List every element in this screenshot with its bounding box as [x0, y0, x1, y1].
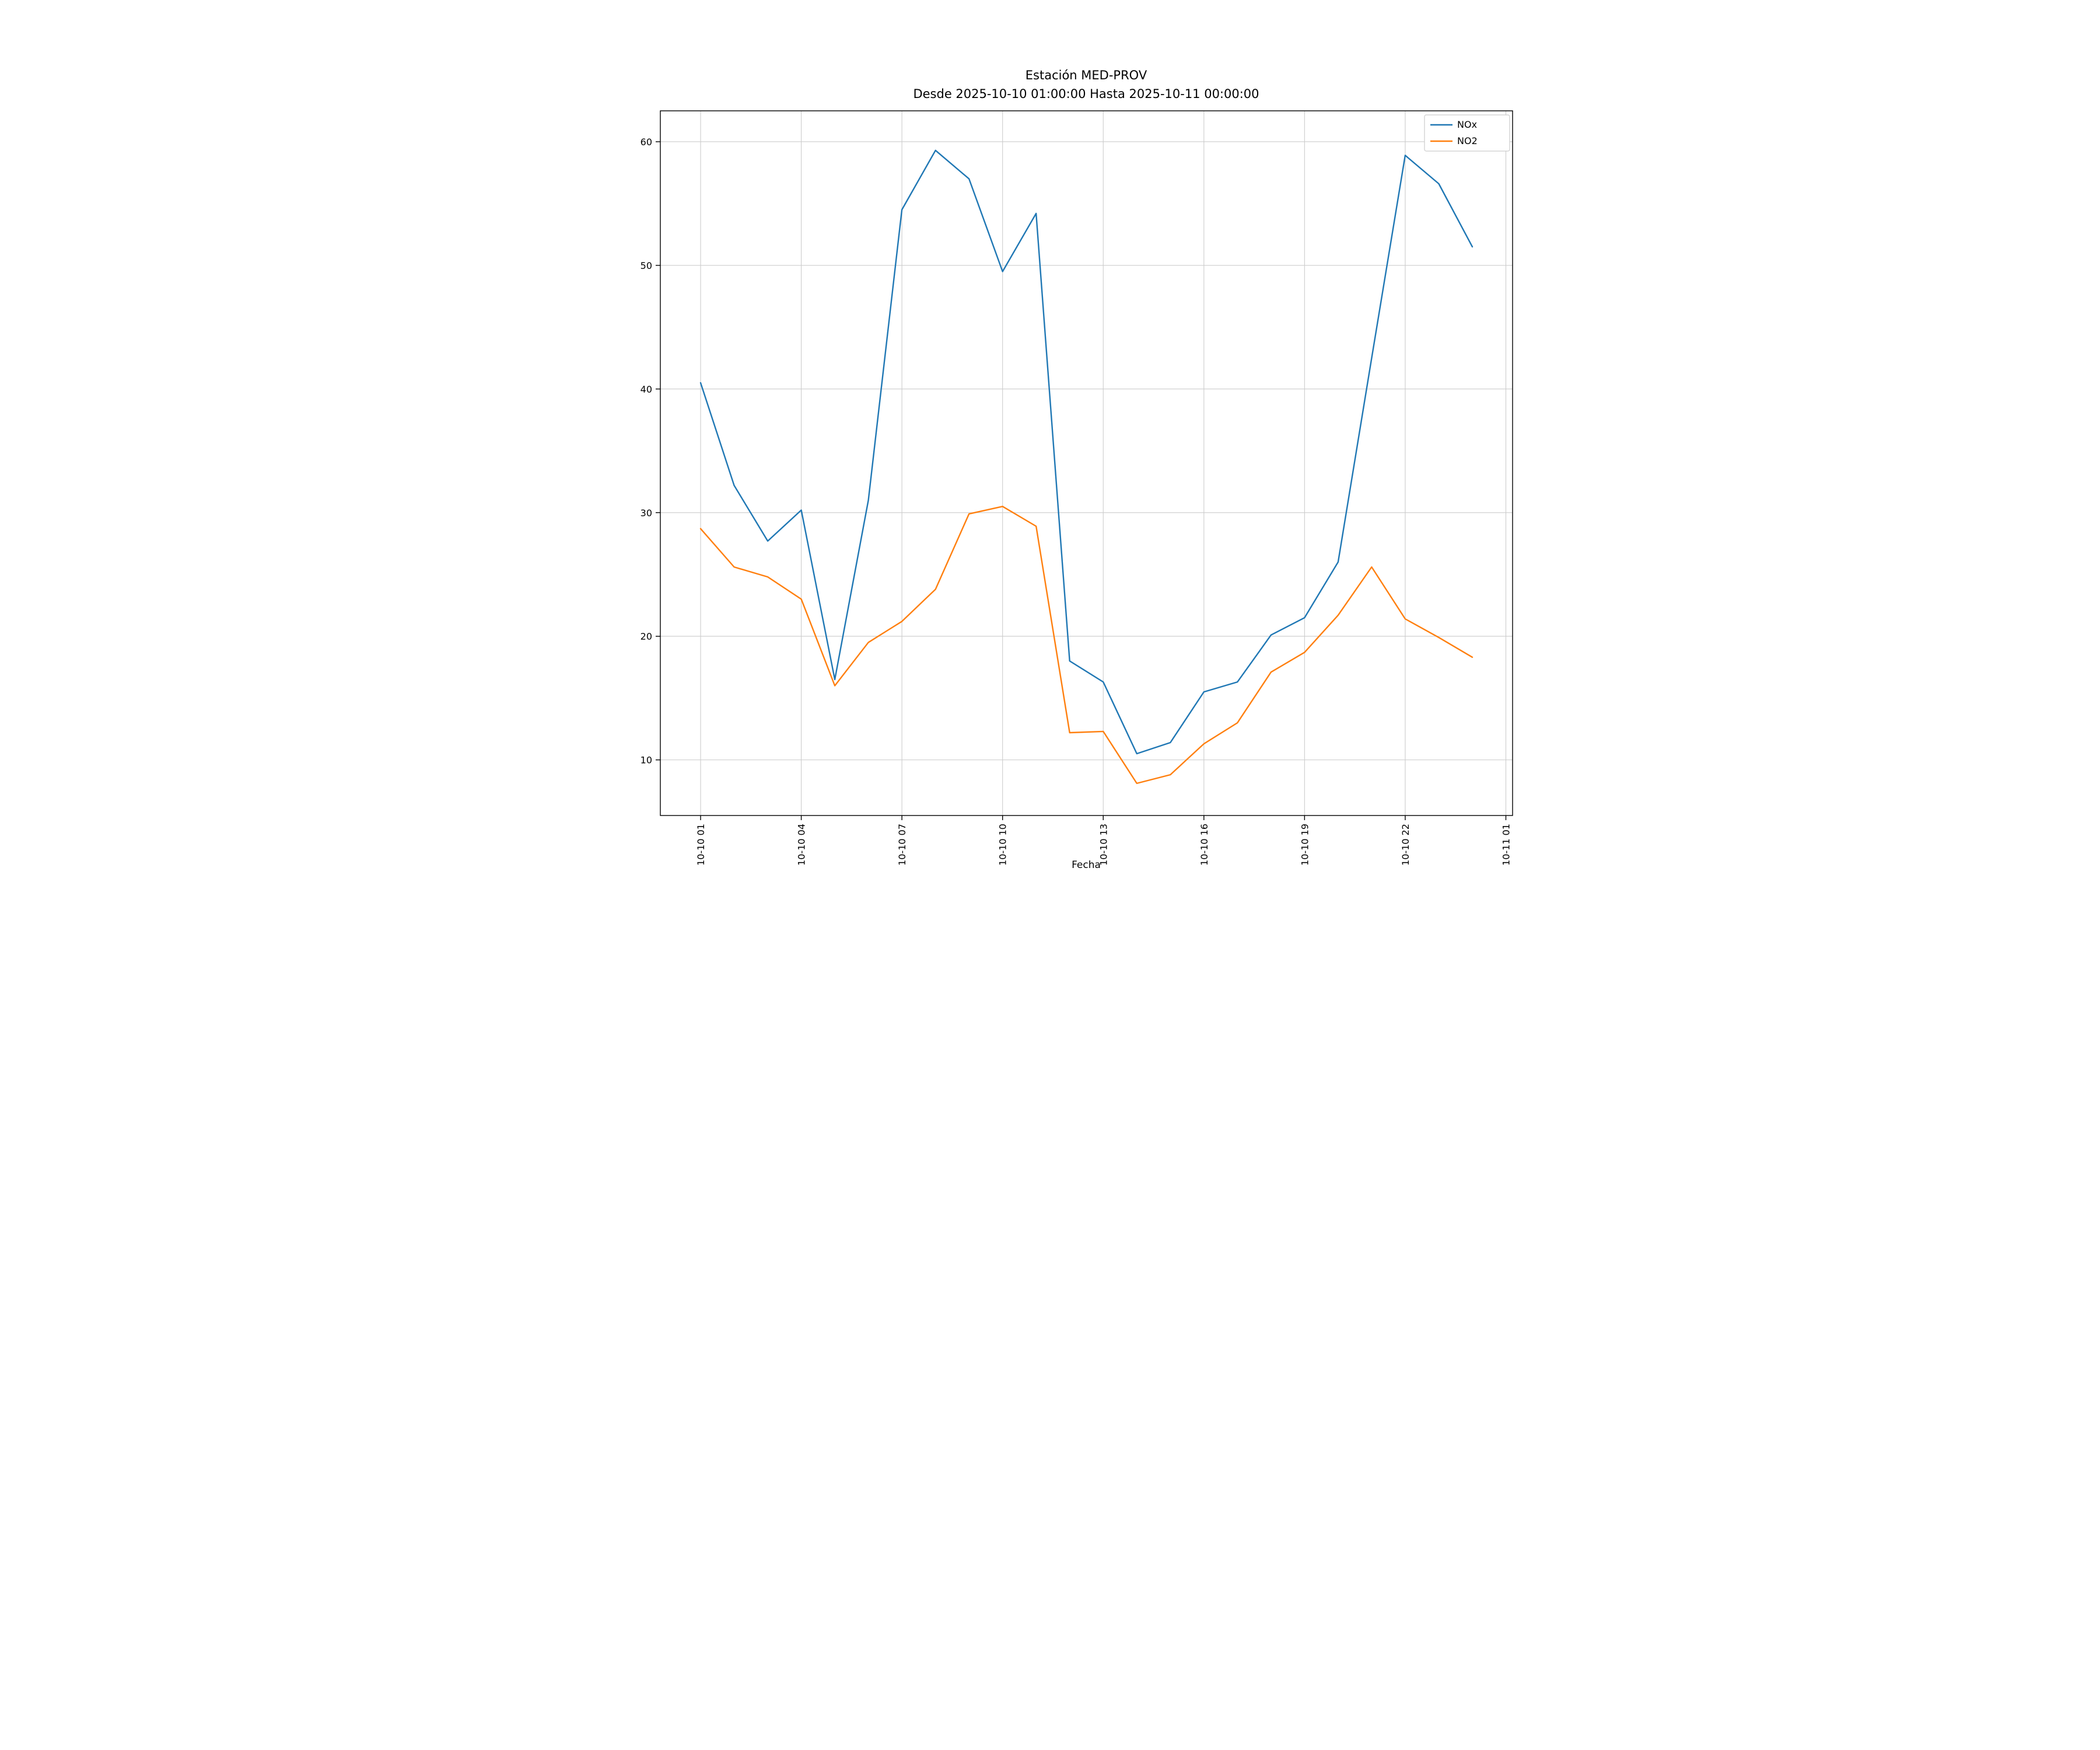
x-tick-label: 10-10 13: [1098, 824, 1109, 866]
series-line-nox: [699, 149, 1474, 755]
y-tick-label: 10: [640, 755, 652, 766]
x-tick-label: 10-10 10: [998, 824, 1009, 866]
legend-box: [1424, 114, 1510, 152]
y-tick-label: 30: [640, 508, 652, 519]
x-tick-label: 10-10 07: [897, 824, 908, 866]
plot-area: 10 20 30 40 50 60 10-10 01 10-10 04 10-10 07 10-1…: [640, 110, 1513, 866]
legend-label-no2: NO2: [1457, 135, 1478, 146]
y-tick-label: 50: [640, 260, 652, 271]
series-line-no2: [699, 506, 1474, 785]
x-tick-label: 10-10 19: [1299, 824, 1310, 866]
x-axis-label: Fecha: [1072, 859, 1101, 871]
x-tick-label: 10-10 01: [695, 824, 706, 866]
figure-background: [525, 0, 1575, 875]
chart-title: Estación MED-PROV: [1026, 68, 1147, 82]
chart-figure: Estación MED-PROV Desde 2025-10-10 01:00…: [525, 0, 1575, 875]
x-tick-label: 10-11 01: [1500, 824, 1511, 866]
line-chart: Estación MED-PROV Desde 2025-10-10 01:00…: [525, 0, 1575, 875]
y-tick-label: 60: [640, 136, 652, 148]
y-tick-label: 20: [640, 631, 652, 642]
chart-subtitle: Desde 2025-10-10 01:00:00 Hasta 2025-10-…: [913, 87, 1259, 101]
y-tick-label: 40: [640, 384, 652, 395]
x-tick-label: 10-10 04: [796, 824, 807, 866]
plot-border: [660, 110, 1513, 816]
x-tick-label: 10-10 22: [1400, 824, 1411, 866]
legend-label-nox: NOx: [1457, 119, 1477, 130]
x-tick-label: 10-10 16: [1199, 824, 1210, 866]
